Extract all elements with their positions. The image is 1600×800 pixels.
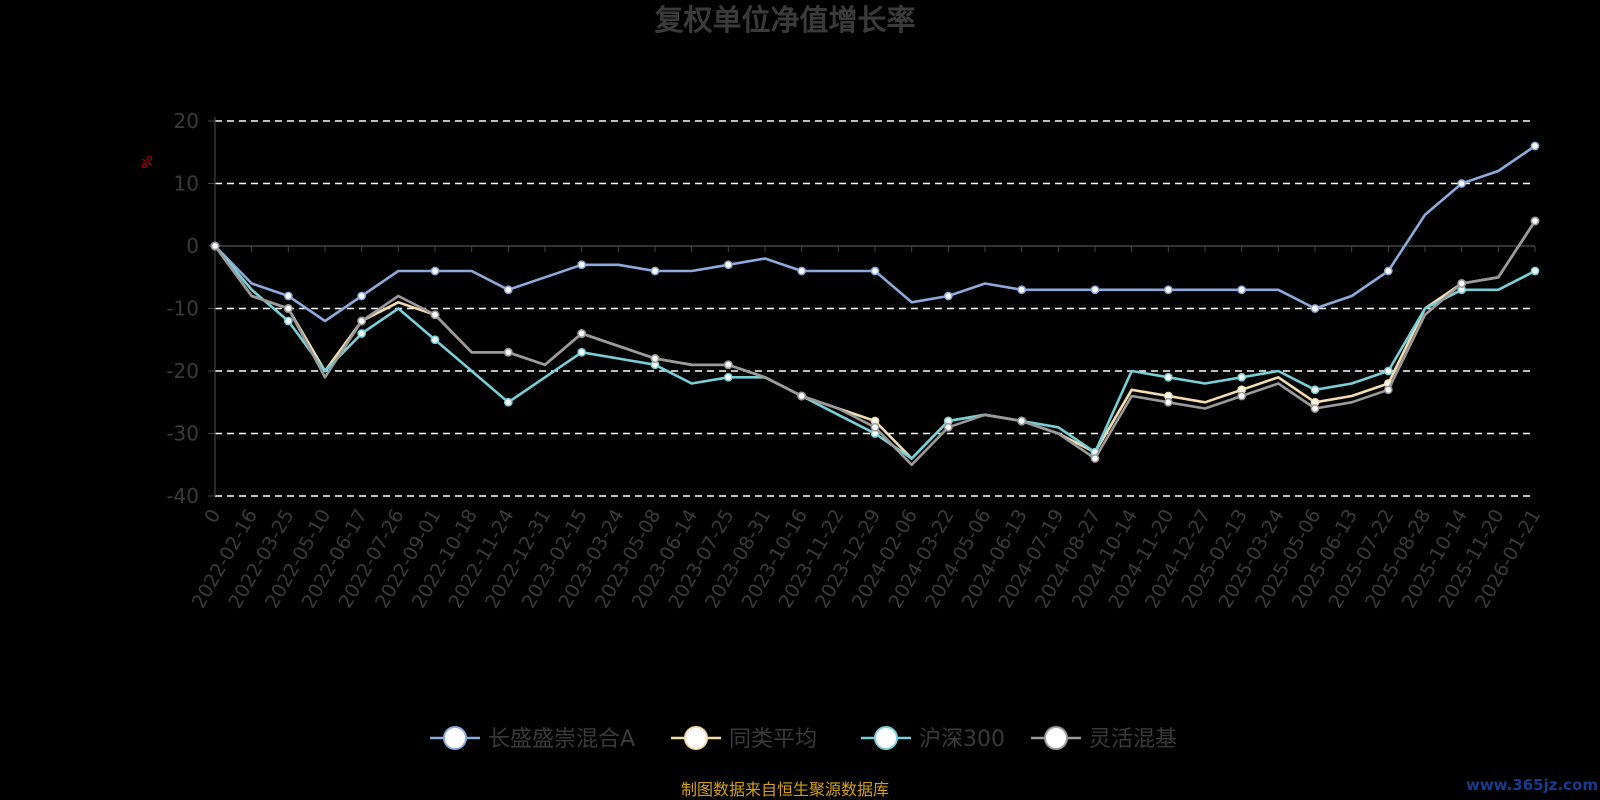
legend-item-1[interactable]: 同类平均	[671, 726, 817, 752]
data-point	[1530, 266, 1540, 276]
data-point	[1090, 285, 1100, 295]
data-point	[357, 316, 367, 326]
data-point	[1383, 266, 1393, 276]
legend-item-0[interactable]: 长盛盛崇混合A	[430, 726, 635, 752]
data-point	[943, 291, 953, 301]
legend-marker	[1044, 726, 1068, 750]
data-point	[357, 291, 367, 301]
data-point	[1017, 285, 1027, 295]
data-point	[723, 360, 733, 370]
y-tick-label: -20	[166, 359, 199, 383]
data-point	[283, 304, 293, 313]
axes: 20100-10-20-30-4002022-02-162022-03-2520…	[166, 109, 1545, 612]
data-point	[1163, 372, 1173, 382]
legend-marker	[443, 726, 467, 750]
data-point	[650, 266, 660, 276]
chart-title: 复权单位净值增长率	[654, 3, 915, 37]
data-point	[1530, 141, 1540, 151]
watermark: www.365jz.com	[1466, 776, 1598, 794]
legend-label: 沪深300	[919, 727, 1005, 752]
data-point	[1163, 285, 1173, 295]
legend-item-3[interactable]: 灵活混基	[1031, 726, 1177, 752]
data-point	[577, 347, 587, 357]
data-point	[430, 335, 440, 345]
data-point	[430, 310, 440, 320]
legend-item-2[interactable]: 沪深300	[861, 726, 1005, 752]
data-point	[1237, 391, 1247, 401]
data-point	[650, 354, 660, 363]
data-point	[797, 266, 807, 276]
legend-label: 同类平均	[729, 727, 817, 752]
x-tick-label: 0	[200, 506, 225, 527]
data-point	[1237, 372, 1247, 382]
data-point	[1310, 385, 1320, 395]
data-point	[503, 347, 513, 357]
legend: 长盛盛崇混合A 同类平均 沪深300 灵活混基	[430, 726, 1177, 752]
data-point	[1163, 397, 1173, 407]
data-point	[723, 372, 733, 382]
data-point	[1310, 404, 1320, 413]
legend-marker	[874, 726, 898, 750]
data-point	[1457, 179, 1467, 188]
y-tick-label: 10	[174, 172, 199, 196]
data-point	[1383, 366, 1393, 376]
y-tick-label: -10	[166, 297, 199, 321]
data-point	[870, 266, 880, 276]
y-axis-unit: %	[140, 155, 156, 168]
data-point	[577, 260, 587, 270]
data-point	[503, 285, 513, 295]
data-point	[1237, 285, 1247, 295]
data-point	[943, 422, 953, 432]
data-point	[430, 266, 440, 276]
y-tick-label: -30	[166, 422, 199, 446]
data-point	[1457, 279, 1467, 288]
data-source-note: 制图数据来自恒生聚源数据库	[681, 780, 889, 799]
series-line-0	[214, 144, 1536, 323]
legend-marker	[684, 726, 708, 750]
data-point	[283, 316, 293, 326]
legend-label: 长盛盛崇混合A	[488, 727, 635, 752]
data-point	[1017, 416, 1027, 426]
data-point	[1090, 454, 1100, 463]
data-point	[1310, 304, 1320, 313]
data-point	[283, 291, 293, 301]
data-point	[723, 260, 733, 270]
data-point	[870, 422, 880, 432]
data-point	[357, 329, 367, 338]
y-tick-label: 20	[174, 109, 199, 133]
data-point	[1383, 385, 1393, 395]
data-point	[503, 397, 513, 407]
series-lines	[210, 141, 1540, 467]
data-point	[1530, 216, 1540, 226]
y-tick-label: -40	[166, 484, 199, 508]
data-point	[577, 329, 587, 338]
legend-label: 灵活混基	[1089, 727, 1177, 752]
y-tick-label: 0	[186, 234, 199, 258]
data-point	[210, 241, 220, 251]
data-point	[797, 391, 807, 401]
